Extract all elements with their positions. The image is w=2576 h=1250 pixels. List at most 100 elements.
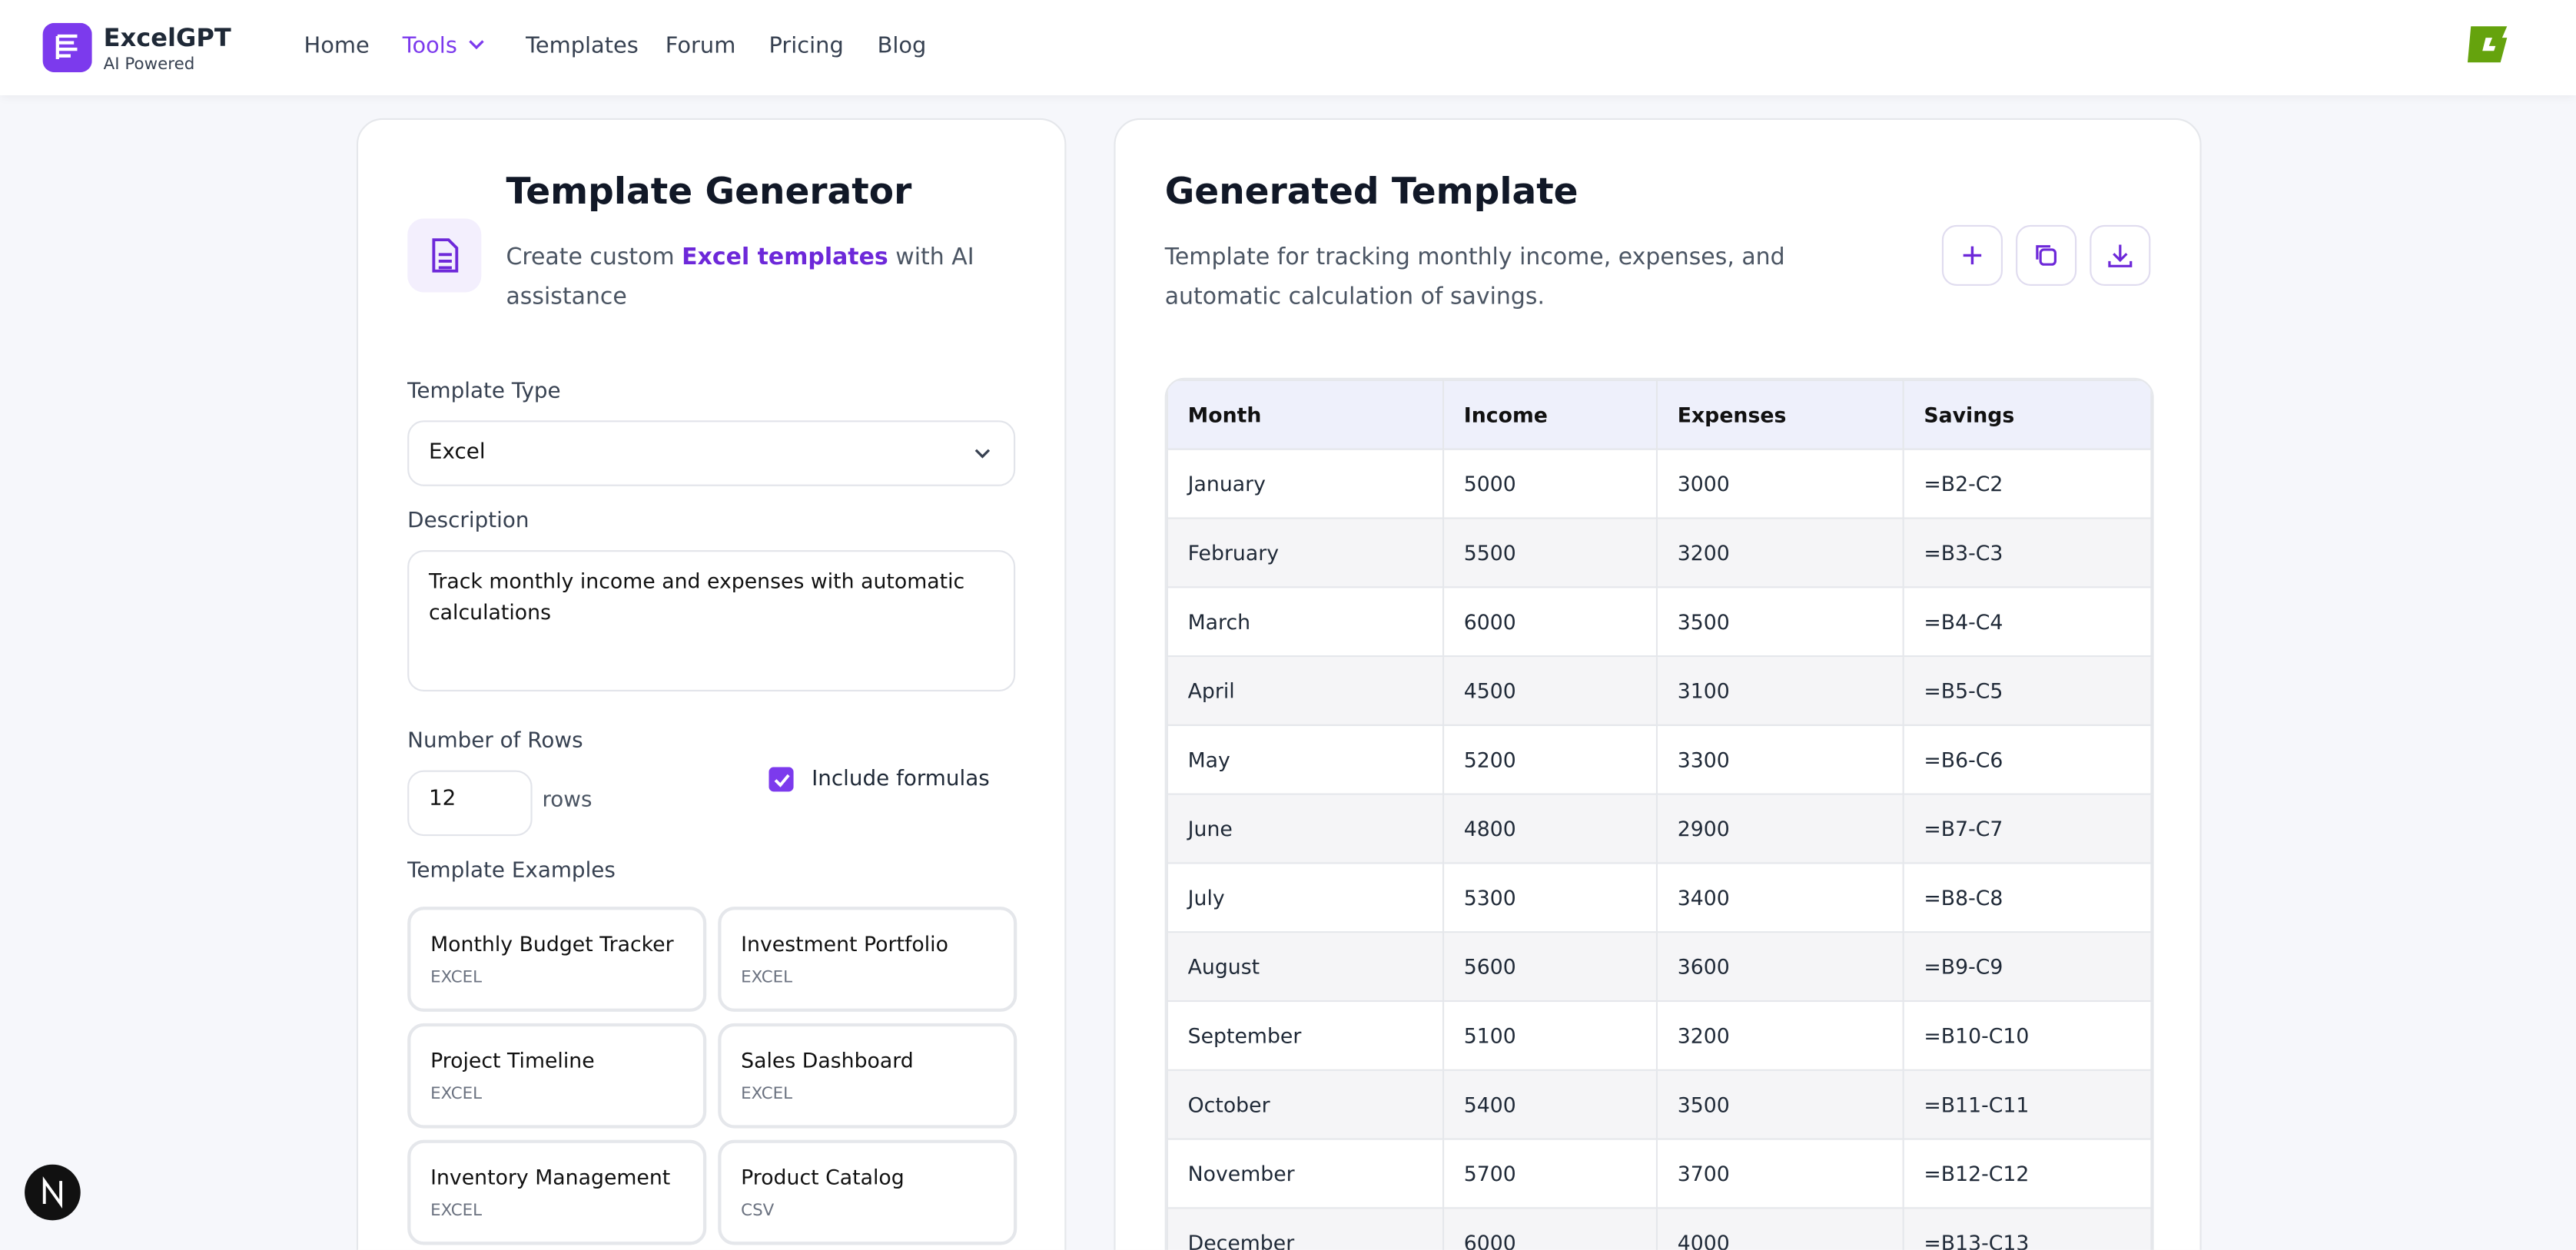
table-row: June 4800 2900 =B7-C7 bbox=[1166, 793, 2153, 864]
table-cell: 6000 bbox=[1442, 1207, 1658, 1250]
table-cell: December bbox=[1166, 1207, 1445, 1250]
table-row: May 5200 3300 =B6-C6 bbox=[1166, 724, 2153, 795]
example-format: EXCEL bbox=[430, 1086, 483, 1104]
result-title: Generated Template bbox=[1164, 172, 1578, 214]
nav-link[interactable]: Tools bbox=[403, 33, 489, 59]
table-row: March 6000 3500 =B4-C4 bbox=[1166, 586, 2153, 658]
example-card[interactable]: Product Catalog CSV bbox=[718, 1139, 1017, 1245]
table-row: July 5300 3400 =B8-C8 bbox=[1166, 862, 2153, 933]
formulas-checkbox[interactable] bbox=[768, 767, 795, 793]
table-cell: February bbox=[1166, 517, 1445, 589]
table-wrap: Month Income Expenses Savings January 5000 300… bbox=[1164, 377, 2154, 1250]
example-card[interactable]: Inventory Management EXCEL bbox=[407, 1139, 707, 1245]
table-cell: 3200 bbox=[1655, 517, 1904, 589]
example-card[interactable]: Monthly Budget Tracker EXCEL bbox=[407, 907, 707, 1012]
table-cell: 5200 bbox=[1442, 724, 1658, 795]
table-row: April 4500 3100 =B5-C5 bbox=[1166, 655, 2153, 726]
table-cell: 5400 bbox=[1442, 1069, 1658, 1140]
table-cell: =B10-C10 bbox=[1902, 1000, 2153, 1071]
header-cell: Expenses bbox=[1655, 379, 1904, 450]
table-cell: 6000 bbox=[1442, 586, 1658, 658]
table-row: November 5700 3700 =B12-C12 bbox=[1166, 1138, 2153, 1209]
navbar: ExcelGPT AI Powered Home Tools Templates Fo… bbox=[0, 0, 2576, 95]
table-cell: =B8-C8 bbox=[1902, 862, 2153, 933]
header-cell: Income bbox=[1442, 379, 1658, 450]
example-name: Monthly Budget Tracker bbox=[430, 931, 674, 957]
dev-badge[interactable] bbox=[23, 1163, 82, 1222]
example-format: EXCEL bbox=[741, 969, 793, 987]
table-cell: =B13-C13 bbox=[1902, 1207, 2153, 1250]
table-cell: =B11-C11 bbox=[1902, 1069, 2153, 1140]
example-card[interactable]: Project Timeline EXCEL bbox=[407, 1023, 707, 1129]
table-cell: =B2-C2 bbox=[1902, 448, 2153, 519]
add-button[interactable] bbox=[1941, 224, 2003, 286]
table-cell: 5100 bbox=[1442, 1000, 1658, 1071]
profile-logo[interactable] bbox=[2465, 23, 2511, 66]
table-cell: =B12-C12 bbox=[1902, 1138, 2153, 1209]
title: Template Generator bbox=[506, 172, 912, 214]
example-name: Sales Dashboard bbox=[741, 1047, 914, 1073]
table-cell: August bbox=[1166, 931, 1445, 1003]
nav-link[interactable]: Pricing bbox=[768, 32, 844, 59]
brand-tagline: AI Powered bbox=[103, 55, 195, 75]
example-format: CSV bbox=[741, 1202, 775, 1221]
table-cell: 3500 bbox=[1655, 586, 1904, 658]
template-type-select[interactable]: Excel bbox=[407, 420, 1016, 486]
table-cell: =B9-C9 bbox=[1902, 931, 2153, 1003]
logo[interactable] bbox=[42, 22, 92, 73]
table-cell: 5600 bbox=[1442, 931, 1658, 1003]
nav-link[interactable]: Forum bbox=[665, 32, 736, 59]
table-row: August 5600 3600 =B9-C9 bbox=[1166, 931, 2153, 1003]
example-card[interactable]: Investment Portfolio EXCEL bbox=[718, 907, 1017, 1012]
table-cell: September bbox=[1166, 1000, 1445, 1071]
table-cell: 4500 bbox=[1442, 655, 1658, 726]
formulas-label: Include formulas bbox=[812, 767, 990, 792]
download-icon bbox=[2108, 244, 2133, 267]
table-cell: 4800 bbox=[1442, 793, 1658, 864]
brand-name: ExcelGPT bbox=[103, 22, 231, 53]
table-cell: April bbox=[1166, 655, 1445, 726]
copy-icon bbox=[2036, 245, 2056, 266]
download-button[interactable] bbox=[2090, 224, 2151, 286]
table-cell: June bbox=[1166, 793, 1445, 864]
rows-unit: rows bbox=[542, 788, 593, 814]
nav-link[interactable]: Home bbox=[304, 32, 370, 59]
template-type-label: Template Type bbox=[407, 379, 561, 404]
table-cell: =B5-C5 bbox=[1902, 655, 2153, 726]
template-type-value: Excel bbox=[428, 439, 486, 465]
table-cell: October bbox=[1166, 1069, 1445, 1140]
table-cell: 3100 bbox=[1655, 655, 1904, 726]
table-cell: 5700 bbox=[1442, 1138, 1658, 1209]
nav-link[interactable]: Templates bbox=[526, 32, 639, 59]
subtitle-prefix: Create custom bbox=[506, 244, 675, 271]
description-label: Description bbox=[407, 509, 529, 534]
example-name: Inventory Management bbox=[430, 1164, 671, 1189]
generator-card: Template Generator Create custom Excel t… bbox=[356, 118, 1067, 1250]
table-row: January 5000 3000 =B2-C2 bbox=[1166, 448, 2153, 519]
nav-link[interactable]: Blog bbox=[877, 32, 927, 59]
example-card[interactable]: Sales Dashboard EXCEL bbox=[718, 1023, 1017, 1129]
table-cell: 2900 bbox=[1655, 793, 1904, 864]
rows-input[interactable]: 12 bbox=[407, 770, 533, 837]
table-cell: 4000 bbox=[1655, 1207, 1904, 1250]
table-cell: May bbox=[1166, 724, 1445, 795]
table-cell: 3600 bbox=[1655, 931, 1904, 1003]
table-cell: 3300 bbox=[1655, 724, 1904, 795]
table-cell: July bbox=[1166, 862, 1445, 933]
table-cell: =B3-C3 bbox=[1902, 517, 2153, 589]
table-cell: 5000 bbox=[1442, 448, 1658, 519]
table-cell: 3700 bbox=[1655, 1138, 1904, 1209]
table-cell: =B7-C7 bbox=[1902, 793, 2153, 864]
table-cell: 3400 bbox=[1655, 862, 1904, 933]
description-input[interactable]: Track monthly income and expenses with a… bbox=[407, 550, 1016, 692]
chevron bbox=[469, 40, 485, 50]
copy-button[interactable] bbox=[2016, 224, 2077, 286]
result-description: Template for tracking monthly income, ex… bbox=[1164, 244, 1785, 311]
table-cell: March bbox=[1166, 586, 1445, 658]
header-cell: Month bbox=[1166, 379, 1445, 450]
example-name: Investment Portfolio bbox=[741, 931, 948, 957]
table-cell: January bbox=[1166, 448, 1445, 519]
result-table: Month Income Expenses Savings January 5000 300… bbox=[1166, 379, 2153, 1250]
